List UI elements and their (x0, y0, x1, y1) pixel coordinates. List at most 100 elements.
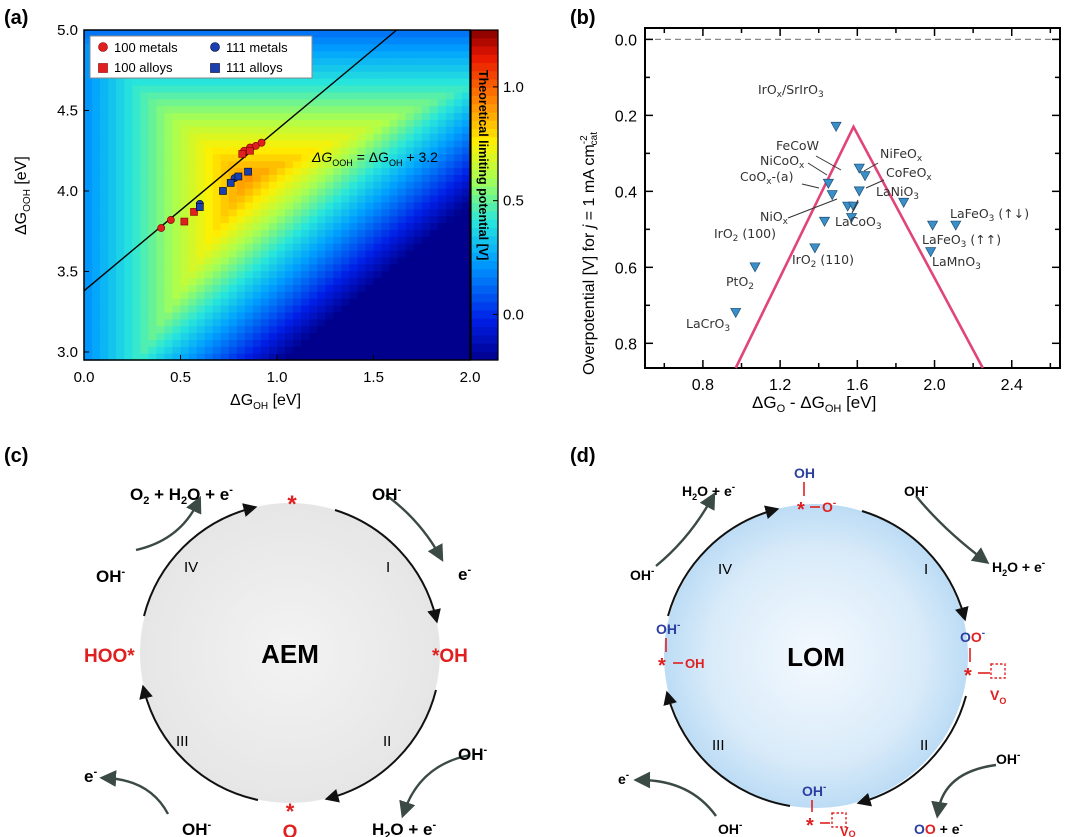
colorbar-cell (471, 96, 498, 105)
heat-cell (381, 181, 391, 189)
heat-cell (381, 64, 391, 72)
heat-cell (196, 346, 206, 354)
heat-cell (277, 291, 286, 299)
heat-cell (445, 318, 455, 327)
heat-cell (317, 339, 326, 347)
heat-cell (132, 195, 141, 203)
heat-cell (373, 119, 383, 127)
heat-cell (333, 298, 342, 306)
heat-cell (453, 133, 463, 141)
heat-cell (365, 30, 375, 38)
heat-cell (156, 332, 166, 340)
heat-cell (365, 284, 375, 292)
heat-cell (405, 174, 415, 182)
heat-cell (301, 250, 310, 258)
heat-cell (429, 311, 439, 320)
heat-cell (260, 250, 270, 258)
heat-cell (397, 325, 407, 334)
heat-cell (341, 195, 350, 203)
heat-cell (84, 318, 93, 327)
heat-cell (341, 71, 350, 79)
heat-cell (164, 167, 174, 175)
heat-cell (293, 30, 302, 38)
heat-cell (252, 256, 262, 265)
heat-cell (100, 153, 109, 162)
heat-cell (341, 222, 350, 230)
heat-cell (389, 153, 399, 162)
heat-cell (285, 236, 294, 244)
heat-cell (293, 346, 302, 354)
heat-cell (204, 98, 214, 107)
heat-cell (285, 153, 294, 162)
heat-cell (164, 174, 174, 182)
heat-cell (429, 318, 439, 327)
heat-cell (437, 91, 447, 100)
heat-cell (92, 126, 101, 134)
heat-cell (453, 222, 463, 230)
heat-cell (252, 284, 262, 292)
heat-cell (413, 305, 423, 313)
heat-cell (325, 85, 334, 93)
panel-d: (d) LOM I II III IV OH * O- OO- * VO OH- (570, 445, 1045, 837)
heat-cell (132, 112, 141, 120)
heat-cell (405, 284, 415, 292)
heat-cell (461, 284, 471, 292)
heat-cell (333, 50, 342, 59)
heat-cell (357, 160, 367, 169)
heat-cell (212, 250, 222, 258)
heat-cell (325, 277, 334, 285)
heat-cell (325, 284, 334, 292)
heat-cell (84, 291, 93, 299)
heat-cell (124, 222, 133, 230)
heat-cell (349, 222, 359, 230)
heat-cell (285, 311, 294, 320)
heat-cell (220, 332, 230, 340)
heat-cell (429, 85, 439, 93)
aem-top-star: * (287, 491, 297, 518)
heat-cell (349, 146, 359, 155)
heat-cell (309, 201, 318, 210)
heat-cell (244, 346, 254, 354)
heat-cell (333, 195, 342, 203)
heat-cell (148, 236, 157, 244)
heat-cell (228, 112, 238, 120)
heat-cell (413, 263, 423, 272)
heat-cell (84, 222, 93, 230)
heat-cell (309, 85, 318, 93)
heat-cell (116, 332, 125, 340)
heat-cell (421, 57, 431, 65)
heat-cell (365, 291, 375, 299)
heat-cell (325, 146, 334, 155)
legend-111-alloys: 111 alloys (226, 60, 283, 75)
heat-cell (148, 140, 157, 148)
heat-cell (373, 201, 383, 210)
aem-center-label: AEM (261, 639, 319, 669)
heat-cell (461, 311, 471, 320)
heat-cell (301, 133, 310, 141)
heat-cell (220, 195, 230, 203)
heat-cell (172, 160, 182, 169)
heat-cell (405, 311, 415, 320)
heat-cell (164, 270, 174, 279)
heat-cell (309, 30, 318, 38)
heat-cell (188, 98, 198, 107)
heat-cell (196, 277, 206, 285)
heat-cell (268, 208, 278, 217)
heat-cell (325, 140, 334, 148)
heat-cell (220, 174, 230, 182)
heat-cell (301, 98, 310, 107)
heat-cell (180, 126, 190, 134)
lom-bottom-star: * (806, 815, 814, 837)
heat-cell (373, 222, 383, 230)
heat-cell (293, 78, 302, 86)
heat-cell (156, 195, 166, 203)
heat-cell (389, 71, 399, 79)
heat-cell (373, 195, 383, 203)
heat-cell (285, 140, 294, 148)
heat-cell (365, 78, 375, 86)
heat-cell (124, 311, 133, 320)
heat-cell (108, 215, 117, 224)
heat-cell (124, 146, 133, 155)
heat-cell (413, 270, 423, 279)
heat-cell (188, 160, 198, 169)
